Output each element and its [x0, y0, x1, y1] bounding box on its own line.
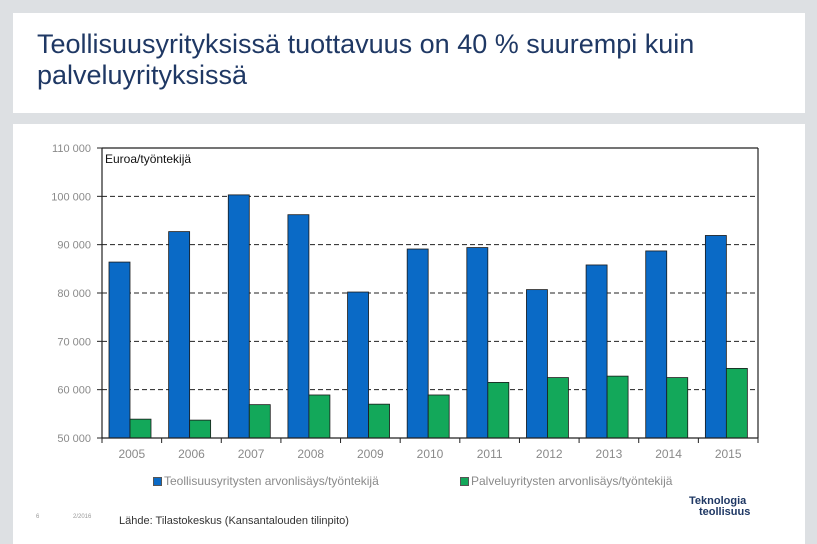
x-tick-label: 2007 [238, 447, 265, 461]
bar-services [189, 419, 212, 439]
legend-item-services: Palveluyritysten arvonlisäys/työntekijä [460, 474, 672, 488]
bar-services [129, 418, 152, 439]
bar-industry [406, 248, 429, 439]
y-tick-label: 110 000 [52, 143, 91, 155]
bar-services [666, 377, 689, 439]
x-tick-label: 2013 [596, 447, 623, 461]
bar-services [308, 394, 331, 439]
legend-label-industry: Teollisuusyritysten arvonlisäys/työnteki… [164, 474, 379, 488]
chart-area: 50 000 60 000 70 000 80 000 90 000 100 000 110… [13, 124, 805, 544]
y-tick-label: 100 000 [51, 191, 91, 203]
bar-services [427, 394, 450, 439]
bar-services [725, 367, 748, 439]
bar-services [487, 382, 510, 439]
x-tick-label: 2014 [655, 447, 682, 461]
bar-industry [526, 289, 548, 439]
logo-line-2: teollisuus [699, 506, 751, 518]
slide-title-box: Teollisuusyrityksissä tuottavuus on 40 %… [13, 13, 805, 113]
x-tick-label: 2008 [297, 447, 324, 461]
page-number: 6 [36, 514, 40, 520]
y-tick-label: 60 000 [57, 385, 91, 397]
legend-swatch-services [460, 476, 469, 486]
legend-item-industry: Teollisuusyritysten arvonlisäys/työnteki… [153, 474, 379, 488]
legend-label-services: Palveluyritysten arvonlisäys/työntekijä [471, 474, 673, 488]
x-tick-label: 2006 [178, 447, 205, 461]
bar-industry [704, 235, 727, 439]
slide-title: Teollisuusyrityksissä tuottavuus on 40 %… [37, 29, 695, 90]
bar-industry [645, 250, 668, 439]
x-tick-label: 2005 [118, 447, 145, 461]
bar-industry [585, 264, 608, 439]
x-tick-label: 2011 [477, 447, 503, 461]
y-tick-label: 90 000 [57, 240, 91, 252]
logo-line-1: Teknologia [689, 495, 747, 507]
bar-services [248, 404, 271, 439]
x-tick-label: 2012 [536, 447, 563, 461]
y-tick-label: 80 000 [57, 288, 91, 300]
bar-chart: 50 000 60 000 70 000 80 000 90 000 100 000 110… [51, 143, 759, 461]
bar-services [368, 403, 390, 439]
legend-swatch-industry [153, 476, 162, 486]
bar-industry [287, 214, 310, 439]
x-tick-label: 2015 [715, 447, 742, 461]
bar-industry [168, 231, 191, 439]
bar-industry [466, 247, 489, 439]
bar-services [547, 377, 569, 439]
source-note: Lähde: Tilastokeskus (Kansantalouden til… [119, 515, 349, 527]
x-tick-label: 2010 [417, 447, 444, 461]
bar-industry [108, 261, 131, 439]
bar-industry [347, 291, 369, 439]
unit-label: Euroa/työntekijä [105, 152, 191, 166]
teknologiateollisuus-logo: Teknologia teollisuus [689, 496, 750, 518]
bar-services [606, 375, 629, 439]
x-tick-label: 2009 [357, 447, 384, 461]
y-tick-label: 50 000 [57, 433, 91, 445]
bar-industry [227, 194, 250, 439]
y-tick-label: 70 000 [57, 336, 91, 348]
footer-date: 2/2016 [73, 514, 92, 520]
